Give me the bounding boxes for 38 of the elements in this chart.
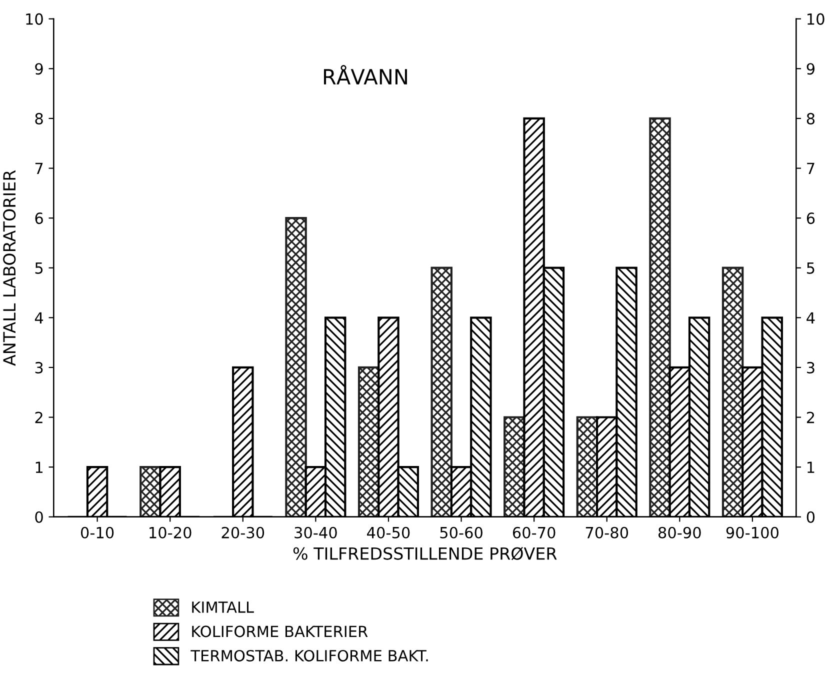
y-tick-label: 1 bbox=[36, 462, 42, 473]
y2-tick-label: 1 bbox=[808, 462, 814, 473]
y2-tick-label: 5 bbox=[807, 262, 814, 274]
legend-label: TERMOSTAB. KOLIFORME BAKT. bbox=[190, 650, 428, 662]
x-tick-label: 20-30 bbox=[222, 526, 264, 538]
y-tick-label: 3 bbox=[35, 362, 43, 374]
legend-label: KIMTALL bbox=[192, 602, 254, 613]
x-tick-label: 90-100 bbox=[726, 526, 778, 538]
x-tick-label: 50-60 bbox=[440, 526, 482, 538]
y-tick-label: 4 bbox=[34, 312, 44, 324]
x-tick-label: 30-40 bbox=[294, 526, 337, 538]
text: RÅVANN bbox=[324, 65, 407, 84]
y2-tick-label: 10 bbox=[808, 13, 824, 25]
y-tick-label: 7 bbox=[35, 162, 43, 174]
x-tick-label: 0-10 bbox=[80, 526, 114, 538]
y-tick-label: 2 bbox=[35, 412, 42, 424]
y-tick-label: 8 bbox=[35, 112, 43, 124]
legend-label: KOLIFORME BAKTERIER bbox=[192, 626, 368, 638]
y-tick-label: 9 bbox=[35, 63, 43, 75]
y2-tick-label: 9 bbox=[806, 63, 814, 75]
y2-tick-label: 8 bbox=[806, 112, 815, 124]
y2-tick-label: 7 bbox=[807, 162, 814, 174]
x-tick-label: 10-20 bbox=[150, 526, 192, 538]
x-tick-label: 60-70 bbox=[512, 526, 556, 538]
y-tick-label: 6 bbox=[35, 212, 43, 224]
x-tick-label: 80-90 bbox=[658, 526, 701, 538]
y-axis-title: ANTALL LABORATORIER bbox=[3, 170, 16, 366]
x-tick-label: 70-80 bbox=[586, 526, 628, 538]
y2-tick-label: 4 bbox=[806, 312, 815, 324]
x-tick-label: 40-50 bbox=[367, 526, 410, 538]
y-tick-label: 10 bbox=[26, 13, 43, 25]
y-tick-label: 0 bbox=[35, 511, 43, 523]
y2-tick-label: 6 bbox=[806, 212, 815, 224]
y-tick-label: 5 bbox=[35, 262, 43, 274]
y2-tick-label: 0 bbox=[806, 511, 815, 523]
y2-tick-label: 2 bbox=[806, 412, 814, 424]
x-axis-title: % TILFREDSSTILLENDE PRØVER bbox=[293, 546, 557, 560]
y2-tick-label: 3 bbox=[807, 362, 814, 374]
